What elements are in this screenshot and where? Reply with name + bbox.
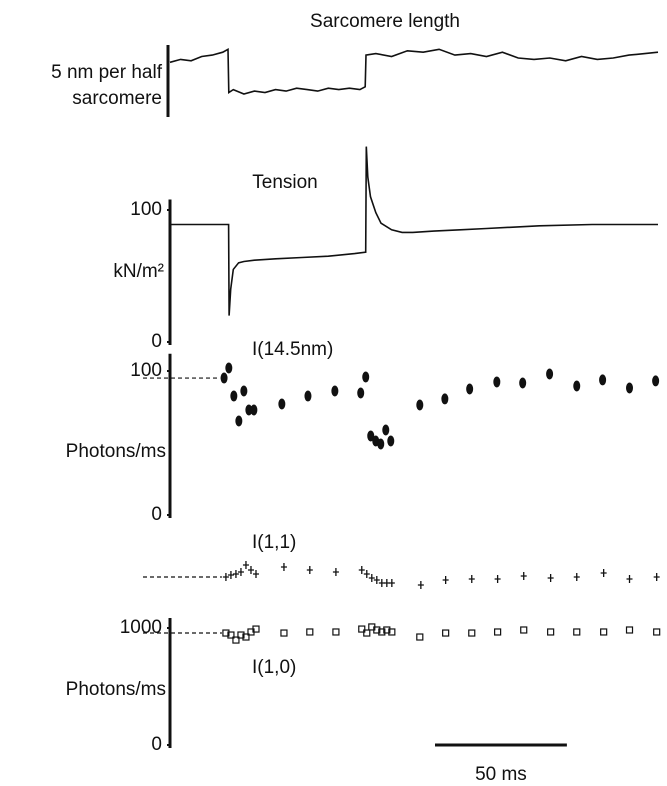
- time-scale-label: 50 ms: [475, 764, 527, 785]
- point: [494, 628, 502, 636]
- point: [466, 383, 474, 395]
- point: [242, 633, 250, 641]
- point: [306, 566, 313, 574]
- point: [222, 629, 230, 637]
- point: [237, 631, 245, 639]
- trace: [169, 47, 659, 95]
- y-tick-label: 0: [151, 331, 162, 352]
- point: [332, 628, 340, 636]
- point: [441, 393, 449, 405]
- point: [227, 571, 234, 579]
- point: [442, 629, 450, 637]
- point: [382, 424, 390, 436]
- point: [225, 362, 233, 374]
- point: [242, 561, 249, 569]
- point: [378, 579, 385, 587]
- point: [373, 576, 380, 584]
- point: [232, 570, 239, 578]
- point: [304, 390, 312, 402]
- point: [573, 380, 581, 392]
- panel-title: Sarcomere length: [310, 11, 460, 32]
- point: [250, 404, 258, 416]
- point: [417, 581, 424, 589]
- point: [468, 575, 475, 583]
- point: [280, 629, 288, 637]
- point: [416, 633, 424, 641]
- point: [383, 626, 391, 634]
- scale-bar-label: sarcomere: [72, 88, 162, 109]
- point: [227, 631, 235, 639]
- point: [494, 575, 501, 583]
- point: [520, 572, 527, 580]
- point: [245, 404, 253, 416]
- point: [547, 628, 555, 636]
- scale-bar-label: 5 nm per half: [51, 62, 163, 83]
- y-axis-label: kN/m²: [113, 261, 164, 282]
- point: [383, 579, 390, 587]
- point: [367, 430, 375, 442]
- point: [362, 371, 370, 383]
- point: [625, 626, 634, 634]
- point: [377, 438, 385, 450]
- point: [252, 570, 259, 578]
- point: [416, 399, 424, 411]
- point: [252, 625, 260, 633]
- point: [278, 398, 286, 410]
- point: [358, 625, 366, 633]
- point: [573, 573, 580, 581]
- point: [388, 579, 395, 587]
- trace: [170, 146, 658, 316]
- point: [230, 390, 238, 402]
- point: [220, 372, 228, 384]
- y-tick-label: 100: [130, 360, 162, 381]
- point: [519, 377, 527, 389]
- point: [600, 628, 608, 636]
- point: [652, 375, 660, 387]
- panel-title: I(14.5nm): [252, 339, 333, 360]
- point: [363, 629, 371, 637]
- y-tick-label: 100: [130, 199, 162, 220]
- y-axis-label: Photons/ms: [66, 679, 166, 700]
- point: [626, 382, 634, 394]
- point: [653, 628, 661, 636]
- point: [388, 628, 396, 636]
- point: [363, 570, 370, 578]
- point: [599, 374, 607, 386]
- point: [331, 385, 339, 397]
- point: [547, 574, 554, 582]
- point: [373, 626, 381, 634]
- point: [493, 376, 501, 388]
- y-axis-label: Photons/ms: [66, 441, 166, 462]
- point: [600, 569, 607, 577]
- point: [306, 628, 314, 636]
- point: [247, 566, 254, 574]
- y-tick-label: 1000: [120, 617, 162, 638]
- point: [378, 628, 386, 636]
- panel-title: I(1,0): [252, 657, 296, 678]
- point: [232, 636, 240, 644]
- point: [357, 387, 365, 399]
- point: [626, 575, 633, 583]
- point: [240, 385, 248, 397]
- point: [358, 566, 365, 574]
- point: [653, 573, 660, 581]
- point: [546, 368, 554, 380]
- point: [520, 626, 528, 634]
- panel-title: Tension: [252, 172, 318, 193]
- y-tick-label: 0: [151, 734, 162, 755]
- panel-title: I(1,1): [252, 532, 296, 553]
- point: [573, 628, 581, 636]
- point: [387, 435, 395, 447]
- point: [442, 576, 449, 584]
- point: [222, 573, 229, 581]
- point: [332, 568, 339, 576]
- y-tick-label: 0: [151, 504, 162, 525]
- point: [468, 629, 476, 637]
- point: [237, 568, 244, 576]
- point: [368, 574, 375, 582]
- point: [235, 415, 243, 427]
- point: [280, 563, 287, 571]
